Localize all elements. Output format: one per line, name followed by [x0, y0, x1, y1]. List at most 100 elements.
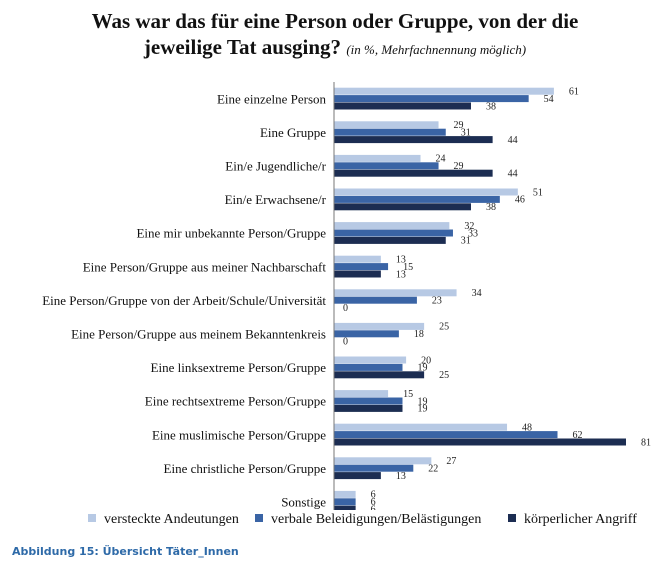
bar-eine-gruppe-s2 [334, 136, 493, 144]
bar-eine-mir-unbekannte-person-gruppe-s1 [334, 229, 453, 237]
legend-swatch-verbale-beleidigungen [255, 514, 263, 522]
data-label-eine-person-gruppe-aus-meiner-nachbarschaft-s1: 15 [403, 262, 413, 273]
data-label-eine-person-gruppe-von-der-arbeit-schule-universitaet-s2: 0 [343, 303, 348, 314]
data-label-eine-mir-unbekannte-person-gruppe-s2: 31 [461, 236, 471, 247]
data-label-eine-muslimische-person-gruppe-s1: 62 [573, 430, 583, 441]
bar-eine-person-gruppe-von-der-arbeit-schule-universitaet-s0 [334, 289, 457, 297]
bar-eine-linksextreme-person-gruppe-s0 [334, 356, 407, 364]
data-label-eine-gruppe-s0: 29 [454, 120, 464, 131]
data-label-eine-person-gruppe-aus-meiner-nachbarschaft-s0: 13 [396, 255, 406, 266]
data-label-ein-e-jugendliche-r-s1: 29 [454, 161, 464, 172]
bar-ein-e-erwachsene-r-s2 [334, 203, 471, 211]
category-label-eine-linksextreme-person-gruppe: Eine linksextreme Person/Gruppe [151, 360, 327, 375]
bar-ein-e-erwachsene-r-s1 [334, 195, 500, 203]
bar-eine-einzelne-person-s1 [334, 95, 529, 103]
data-label-eine-linksextreme-person-gruppe-s0: 20 [421, 355, 431, 366]
category-label-eine-einzelne-person: Eine einzelne Person [217, 91, 327, 106]
data-label-eine-rechtsextreme-person-gruppe-s0: 15 [403, 389, 413, 400]
bar-eine-person-gruppe-aus-meiner-nachbarschaft-s2 [334, 270, 381, 278]
category-label-eine-gruppe: Eine Gruppe [260, 125, 326, 140]
data-label-eine-christliche-person-gruppe-s2: 13 [396, 471, 406, 482]
chart-legend: versteckte Andeutungen verbale Beleidigu… [0, 512, 670, 534]
bar-eine-gruppe-s1 [334, 128, 446, 136]
bar-eine-christliche-person-gruppe-s1 [334, 464, 414, 472]
data-label-ein-e-erwachsene-r-s2: 38 [486, 202, 496, 213]
bar-eine-person-gruppe-aus-meinem-bekanntenkreis-s0 [334, 322, 425, 330]
data-label-eine-mir-unbekannte-person-gruppe-s0: 32 [464, 221, 474, 232]
bar-eine-christliche-person-gruppe-s2 [334, 472, 381, 480]
legend-swatch-versteckte-andeutungen [88, 514, 96, 522]
data-label-eine-gruppe-s2: 44 [508, 135, 518, 146]
bar-eine-einzelne-person-s0 [334, 87, 554, 95]
data-label-eine-person-gruppe-aus-meinem-bekanntenkreis-s0: 25 [439, 322, 449, 333]
data-label-eine-person-gruppe-aus-meinem-bekanntenkreis-s1: 18 [414, 329, 424, 340]
data-label-eine-einzelne-person-s0: 61 [569, 87, 579, 98]
data-label-eine-muslimische-person-gruppe-s2: 81 [641, 437, 651, 448]
data-label-eine-einzelne-person-s1: 54 [544, 94, 554, 105]
category-label-ein-e-erwachsene-r: Ein/e Erwachsene/r [225, 192, 327, 207]
data-label-eine-rechtsextreme-person-gruppe-s2: 19 [417, 404, 427, 415]
chart-subtitle: (in %, Mehrfachnennung möglich) [346, 42, 527, 57]
bar-eine-rechtsextreme-person-gruppe-s2 [334, 404, 403, 412]
bar-eine-linksextreme-person-gruppe-s2 [334, 371, 425, 379]
bar-eine-christliche-person-gruppe-s0 [334, 457, 432, 465]
bar-eine-person-gruppe-aus-meinem-bekanntenkreis-s1 [334, 330, 399, 338]
bar-eine-person-gruppe-aus-meiner-nachbarschaft-s1 [334, 263, 389, 271]
data-label-sonstige-s1: 6 [371, 497, 376, 508]
category-label-eine-person-gruppe-aus-meiner-nachbarschaft: Eine Person/Gruppe aus meiner Nachbarsch… [83, 259, 327, 274]
bar-eine-person-gruppe-aus-meiner-nachbarschaft-s0 [334, 255, 381, 263]
data-label-sonstige-s0: 6 [371, 490, 376, 501]
category-label-ein-e-jugendliche-r: Ein/e Jugendliche/r [225, 159, 326, 174]
bar-ein-e-jugendliche-r-s1 [334, 162, 439, 170]
data-label-ein-e-erwachsene-r-s1: 46 [515, 195, 525, 206]
data-label-eine-linksextreme-person-gruppe-s2: 25 [439, 370, 449, 381]
data-label-ein-e-jugendliche-r-s2: 44 [508, 169, 518, 180]
figure-caption: Abbildung 15: Übersicht Täter_Innen [12, 545, 239, 558]
legend-item-koerperlicher-angriff: körperlicher Angriff [508, 512, 637, 528]
category-label-eine-christliche-person-gruppe: Eine christliche Person/Gruppe [164, 461, 327, 476]
bar-eine-einzelne-person-s2 [334, 102, 471, 110]
chart-title-line-1: Was war das für eine Person oder Gruppe,… [91, 9, 579, 33]
data-label-eine-person-gruppe-aus-meinem-bekanntenkreis-s2: 0 [343, 337, 348, 348]
bar-eine-mir-unbekannte-person-gruppe-s0 [334, 222, 450, 230]
data-label-eine-christliche-person-gruppe-s1: 22 [428, 464, 438, 475]
bar-eine-rechtsextreme-person-gruppe-s0 [334, 390, 389, 398]
bar-eine-muslimische-person-gruppe-s1 [334, 431, 558, 439]
legend-label-verbale-beleidigungen: verbale Beleidigungen/Belästigungen [271, 512, 482, 527]
data-label-eine-muslimische-person-gruppe-s0: 48 [522, 423, 532, 434]
legend-label-koerperlicher-angriff: körperlicher Angriff [524, 512, 637, 527]
bar-eine-gruppe-s0 [334, 121, 439, 129]
data-label-eine-rechtsextreme-person-gruppe-s1: 19 [417, 396, 427, 407]
bar-eine-mir-unbekannte-person-gruppe-s2 [334, 236, 446, 244]
legend-label-versteckte-andeutungen: versteckte Andeutungen [104, 512, 239, 527]
chart-title-line-2-text: jeweilige Tat ausging? [143, 35, 342, 59]
bar-eine-muslimische-person-gruppe-s2 [334, 438, 626, 446]
category-label-eine-person-gruppe-aus-meinem-bekanntenkreis: Eine Person/Gruppe aus meinem Bekanntenk… [71, 327, 326, 342]
bar-sonstige-s1 [334, 498, 356, 506]
bar-ein-e-erwachsene-r-s0 [334, 188, 518, 196]
data-label-eine-person-gruppe-von-der-arbeit-schule-universitaet-s0: 34 [472, 288, 482, 299]
bar-ein-e-jugendliche-r-s2 [334, 169, 493, 177]
legend-swatch-koerperlicher-angriff [508, 514, 516, 522]
category-label-eine-muslimische-person-gruppe: Eine muslimische Person/Gruppe [152, 427, 326, 442]
legend-item-verbale-beleidigungen: verbale Beleidigungen/Belästigungen [255, 512, 481, 528]
bar-eine-linksextreme-person-gruppe-s1 [334, 363, 403, 371]
chart-title-line-2: jeweilige Tat ausging? (in %, Mehrfachne… [0, 34, 670, 63]
data-label-sonstige-s2: 6 [371, 505, 376, 511]
bar-sonstige-s2 [334, 505, 356, 510]
data-label-eine-mir-unbekannte-person-gruppe-s1: 33 [468, 228, 478, 239]
bar-eine-person-gruppe-von-der-arbeit-schule-universitaet-s1 [334, 296, 417, 304]
data-label-eine-linksextreme-person-gruppe-s1: 19 [417, 363, 427, 374]
bar-ein-e-jugendliche-r-s0 [334, 154, 421, 162]
data-label-eine-einzelne-person-s2: 38 [486, 101, 496, 112]
category-label-eine-person-gruppe-von-der-arbeit-schule-universitaet: Eine Person/Gruppe von der Arbeit/Schule… [42, 293, 326, 308]
data-label-eine-person-gruppe-aus-meiner-nachbarschaft-s2: 13 [396, 269, 406, 280]
category-label-sonstige: Sonstige [281, 495, 326, 510]
category-label-eine-mir-unbekannte-person-gruppe: Eine mir unbekannte Person/Gruppe [136, 226, 326, 241]
data-label-ein-e-erwachsene-r-s0: 51 [533, 187, 543, 198]
bar-eine-muslimische-person-gruppe-s0 [334, 423, 508, 431]
data-label-eine-gruppe-s1: 31 [461, 128, 471, 139]
data-label-ein-e-jugendliche-r-s0: 24 [436, 154, 446, 165]
data-label-eine-person-gruppe-von-der-arbeit-schule-universitaet-s1: 23 [432, 296, 442, 307]
